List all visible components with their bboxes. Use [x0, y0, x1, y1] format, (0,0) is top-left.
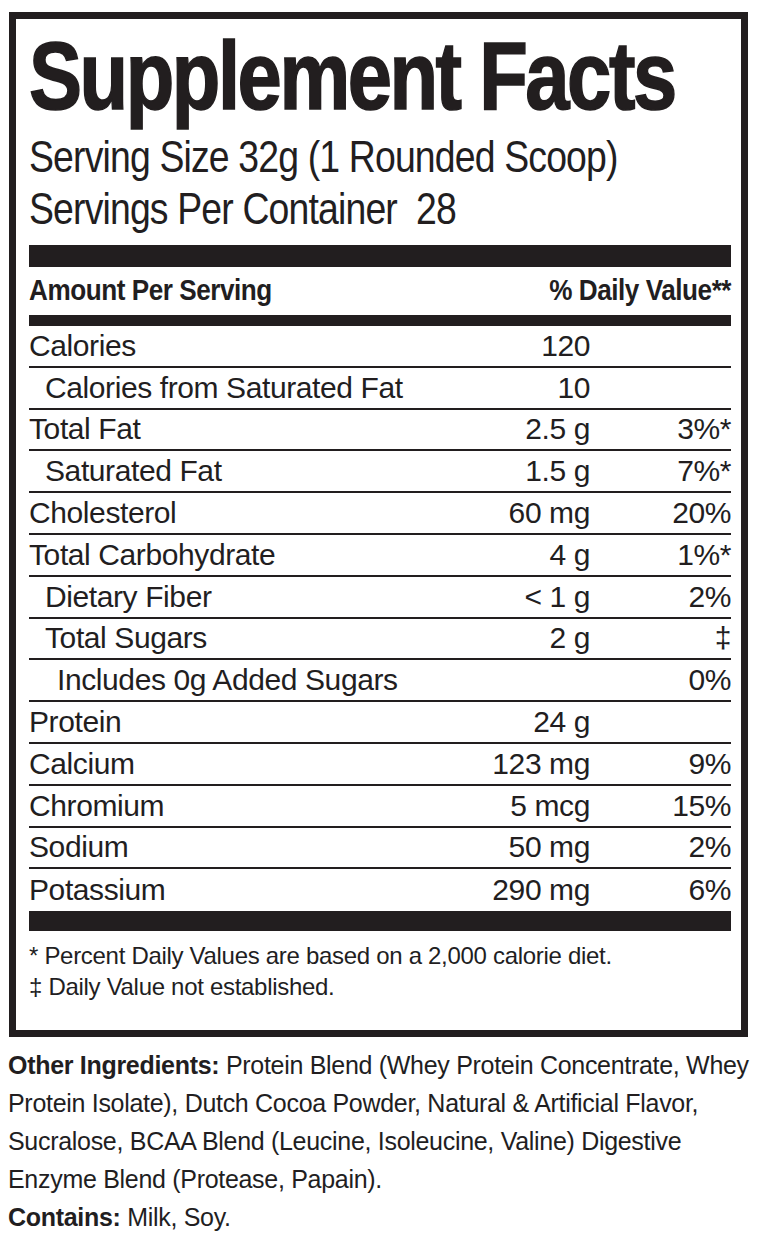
thick-separator-bar-top	[29, 245, 731, 267]
nutrient-name: Calcium	[29, 747, 135, 781]
nutrient-amount: 120	[541, 329, 590, 363]
supplement-facts-panel: Supplement Facts Serving Size 32g (1 Rou…	[9, 12, 748, 1037]
nutrient-amount: 24 g	[533, 705, 590, 739]
nutrient-name: Dietary Fiber	[29, 580, 212, 614]
nutrient-row: Chromium 5 mcg 15%	[29, 786, 731, 828]
contains-paragraph: Contains: Milk, Soy.	[8, 1198, 760, 1235]
serving-size-line: Serving Size 32g (1 Rounded Scoop)	[29, 131, 626, 183]
nutrient-name: Saturated Fat	[29, 454, 222, 488]
contains-label: Contains:	[8, 1203, 121, 1231]
nutrient-name: Chromium	[29, 789, 164, 823]
nutrient-rows: Calories 120 Calories from Saturated Fat 10…	[29, 326, 731, 911]
footnote-percent-daily-values: * Percent Daily Values are based on a 2,…	[29, 940, 731, 971]
nutrient-amount: 123 mg	[492, 747, 590, 781]
nutrient-name: Total Sugars	[29, 621, 207, 655]
nutrient-amount: 290 mg	[492, 873, 590, 907]
nutrient-name: Calories	[29, 329, 136, 363]
amount-per-serving-header: Amount Per Serving	[29, 274, 272, 307]
nutrient-row: Total Carbohydrate 4 g 1%*	[29, 535, 731, 577]
nutrient-row: Cholesterol 60 mg 20%	[29, 493, 731, 535]
nutrient-amount: 60 mg	[509, 496, 590, 530]
servings-per-container-line: Servings Per Container 28	[29, 183, 626, 235]
nutrient-amount: 2 g	[549, 621, 590, 655]
nutrient-daily-value: 1%*	[677, 538, 731, 572]
footnote-daily-value-not-established: ‡ Daily Value not established.	[29, 971, 731, 1002]
thick-separator-bar-bottom	[29, 911, 731, 931]
nutrient-row: Dietary Fiber < 1 g 2%	[29, 577, 731, 619]
nutrient-daily-value: 2%	[688, 580, 731, 614]
nutrient-row: Potassium 290 mg 6%	[29, 869, 731, 911]
nutrient-amount: 1.5 g	[525, 454, 590, 488]
nutrient-row: Calcium 123 mg 9%	[29, 744, 731, 786]
nutrient-amount: 10	[557, 371, 590, 405]
nutrient-name: Protein	[29, 705, 121, 739]
footnotes-block: * Percent Daily Values are based on a 2,…	[29, 931, 731, 1002]
nutrient-amount: 5 mcg	[510, 789, 590, 823]
ingredients-section: Other Ingredients: Protein Blend (Whey P…	[8, 1046, 760, 1235]
nutrient-daily-value: 9%	[688, 747, 731, 781]
nutrient-amount: 2.5 g	[525, 412, 590, 446]
nutrient-row: Sodium 50 mg 2%	[29, 828, 731, 870]
nutrient-name: Calories from Saturated Fat	[29, 371, 403, 405]
nutrient-daily-value: 3%*	[677, 412, 731, 446]
other-ingredients-paragraph: Other Ingredients: Protein Blend (Whey P…	[8, 1046, 760, 1198]
nutrient-daily-value: 15%	[672, 789, 731, 823]
nutrient-daily-value: 0%	[688, 663, 731, 697]
nutrient-row: Calories 120	[29, 326, 731, 368]
nutrient-name: Sodium	[29, 830, 128, 864]
nutrient-daily-value: 7%*	[677, 454, 731, 488]
nutrient-daily-value: 6%	[688, 873, 731, 907]
nutrient-name: Includes 0g Added Sugars	[29, 663, 398, 697]
nutrient-row: Total Fat 2.5 g 3%*	[29, 410, 731, 452]
contains-text: Milk, Soy.	[121, 1203, 231, 1231]
nutrient-amount: < 1 g	[524, 580, 590, 614]
column-header-row: Amount Per Serving % Daily Value**	[29, 267, 731, 315]
other-ingredients-label: Other Ingredients:	[8, 1051, 219, 1079]
nutrient-name: Cholesterol	[29, 496, 176, 530]
nutrient-name: Total Fat	[29, 412, 140, 446]
nutrient-row: Includes 0g Added Sugars 0%	[29, 660, 731, 702]
nutrient-row: Saturated Fat 1.5 g 7%*	[29, 451, 731, 493]
nutrient-daily-value: 20%	[672, 496, 731, 530]
nutrient-amount: 50 mg	[509, 830, 590, 864]
nutrient-name: Potassium	[29, 873, 165, 907]
medium-separator-bar	[29, 315, 731, 326]
nutrient-row: Total Sugars 2 g ‡	[29, 619, 731, 661]
nutrient-row: Calories from Saturated Fat 10	[29, 368, 731, 410]
nutrient-daily-value: ‡	[715, 621, 731, 655]
daily-value-header: % Daily Value**	[549, 274, 731, 307]
nutrient-amount: 4 g	[549, 538, 590, 572]
panel-title: Supplement Facts	[29, 27, 605, 126]
nutrient-name: Total Carbohydrate	[29, 538, 275, 572]
nutrient-daily-value: 2%	[688, 830, 731, 864]
nutrient-row: Protein 24 g	[29, 702, 731, 744]
